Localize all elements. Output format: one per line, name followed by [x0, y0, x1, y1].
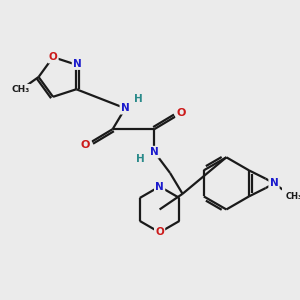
- Text: CH₃: CH₃: [286, 192, 300, 201]
- Text: N: N: [155, 182, 164, 191]
- Text: H: H: [136, 154, 145, 164]
- Text: O: O: [49, 52, 57, 62]
- Text: N: N: [73, 59, 82, 69]
- Text: N: N: [270, 178, 278, 188]
- Text: H: H: [134, 94, 143, 104]
- Text: N: N: [121, 103, 130, 113]
- Text: N: N: [150, 147, 159, 157]
- Text: CH₃: CH₃: [12, 85, 30, 94]
- Text: O: O: [155, 227, 164, 237]
- Text: O: O: [177, 109, 186, 118]
- Text: O: O: [81, 140, 90, 150]
